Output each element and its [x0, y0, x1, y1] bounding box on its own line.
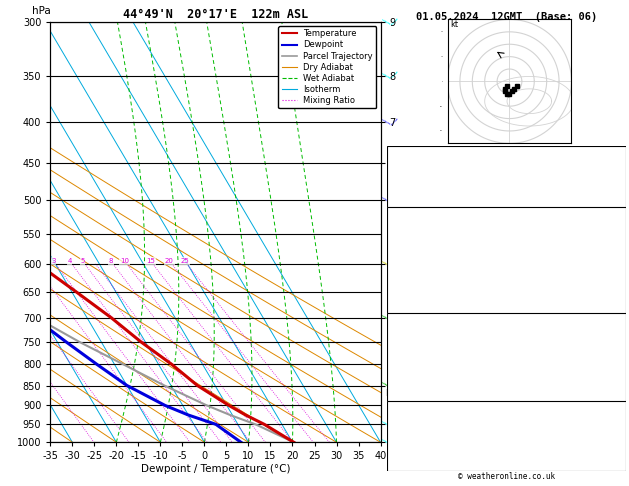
Text: StmSpd (kt): StmSpd (kt) [396, 460, 460, 469]
Text: EH: EH [396, 417, 408, 427]
Text: StmDir: StmDir [396, 446, 431, 455]
FancyBboxPatch shape [387, 207, 626, 313]
Text: 313: 313 [599, 346, 616, 354]
Text: 25: 25 [180, 258, 189, 264]
Text: 0: 0 [611, 375, 616, 383]
Text: 20: 20 [165, 258, 174, 264]
Text: \: \ [382, 259, 391, 269]
Text: SREH: SREH [396, 432, 420, 441]
Text: 1.61: 1.61 [593, 192, 616, 201]
Text: Lifted Index: Lifted Index [396, 360, 465, 369]
Text: hPa: hPa [32, 5, 51, 16]
Text: \: \ [382, 420, 391, 429]
Text: 10: 10 [120, 258, 129, 264]
Text: 30: 30 [605, 417, 616, 427]
Text: CIN (J): CIN (J) [396, 389, 437, 398]
FancyBboxPatch shape [387, 146, 626, 207]
Text: /: / [389, 70, 397, 81]
Text: /: / [389, 17, 397, 27]
Text: 13: 13 [605, 460, 616, 469]
Text: 43: 43 [605, 172, 616, 181]
Text: 5: 5 [81, 258, 85, 264]
Text: 16: 16 [605, 152, 616, 160]
Text: CIN (J): CIN (J) [396, 301, 437, 311]
Text: /: / [389, 312, 397, 323]
Text: /: / [389, 195, 397, 206]
Text: kt: kt [450, 20, 458, 29]
Text: Pressure (mb): Pressure (mb) [396, 331, 471, 340]
Text: /: / [389, 381, 397, 391]
Text: Dewp (°C): Dewp (°C) [396, 240, 448, 249]
Text: 1001: 1001 [593, 331, 616, 340]
Text: \: \ [382, 195, 391, 205]
Text: /: / [389, 259, 397, 269]
Text: Surface: Surface [486, 209, 526, 219]
Text: Mixing Ratio (g/kg): Mixing Ratio (g/kg) [416, 189, 425, 275]
Text: θₑ (K): θₑ (K) [396, 346, 431, 354]
Text: CAPE (J): CAPE (J) [396, 375, 442, 383]
Text: Lifted Index: Lifted Index [396, 271, 465, 280]
Text: 313: 313 [599, 256, 616, 264]
Text: Most Unstable: Most Unstable [469, 316, 543, 325]
Text: \: \ [382, 118, 391, 127]
Y-axis label: km
ASL: km ASL [408, 223, 430, 241]
Legend: Temperature, Dewpoint, Parcel Trajectory, Dry Adiabat, Wet Adiabat, Isotherm, Mi: Temperature, Dewpoint, Parcel Trajectory… [279, 26, 376, 108]
Title: 44°49'N  20°17'E  122m ASL: 44°49'N 20°17'E 122m ASL [123, 8, 308, 21]
Text: 3: 3 [51, 258, 55, 264]
Text: 4: 4 [611, 360, 616, 369]
Text: /: / [389, 437, 397, 448]
Text: 0: 0 [611, 432, 616, 441]
Text: Totals Totals: Totals Totals [396, 172, 471, 181]
Text: θₑ(K): θₑ(K) [396, 256, 425, 264]
Text: \: \ [382, 381, 391, 390]
Text: Hodograph: Hodograph [481, 403, 532, 413]
Text: \: \ [382, 17, 391, 27]
Text: LCL: LCL [385, 389, 400, 398]
Text: 8: 8 [108, 258, 113, 264]
Text: 4: 4 [67, 258, 72, 264]
Text: 15: 15 [146, 258, 155, 264]
Text: 0: 0 [611, 389, 616, 398]
Text: 0: 0 [611, 286, 616, 295]
Text: Temp (°C): Temp (°C) [396, 225, 448, 234]
Text: 8.3: 8.3 [599, 240, 616, 249]
FancyBboxPatch shape [387, 313, 626, 401]
Text: \: \ [382, 313, 391, 322]
Text: \: \ [382, 437, 391, 447]
Text: /: / [389, 117, 397, 127]
Text: K: K [396, 152, 402, 160]
Text: PW (cm): PW (cm) [396, 192, 437, 201]
Text: 01.05.2024  12GMT  (Base: 06): 01.05.2024 12GMT (Base: 06) [416, 12, 597, 22]
FancyBboxPatch shape [387, 401, 626, 471]
Text: CAPE (J): CAPE (J) [396, 286, 442, 295]
Text: © weatheronline.co.uk: © weatheronline.co.uk [458, 472, 555, 481]
Text: 20.3: 20.3 [593, 225, 616, 234]
Text: /: / [389, 419, 397, 430]
Text: 157°: 157° [593, 446, 616, 455]
Text: \: \ [382, 71, 391, 80]
Text: 4: 4 [611, 271, 616, 280]
Text: 0: 0 [611, 301, 616, 311]
X-axis label: Dewpoint / Temperature (°C): Dewpoint / Temperature (°C) [141, 464, 290, 474]
